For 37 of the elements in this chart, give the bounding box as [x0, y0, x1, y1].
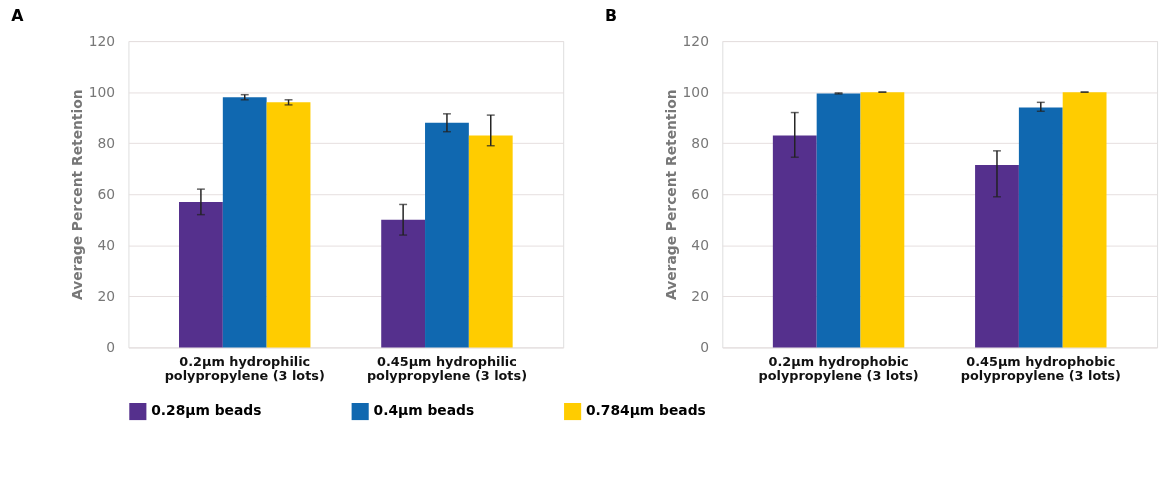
bar [1018, 107, 1063, 348]
y-tick-label: 40 [691, 236, 709, 253]
bar [772, 135, 817, 348]
y-axis-title: Average Percent Retention [68, 89, 85, 301]
bar [1062, 92, 1107, 348]
y-tick-label: 0 [700, 338, 709, 355]
legend-label: 0.784µm beads [585, 402, 706, 419]
chart-title: A [11, 6, 25, 26]
y-tick-label: 80 [97, 134, 116, 151]
x-tick-label: 0.2µm hydrophobic polypropylene (3 lots) [758, 353, 919, 384]
legend-label: 0.28µm beads [151, 402, 262, 419]
y-tick-label: 40 [97, 236, 116, 253]
y-tick-label: 60 [97, 185, 116, 202]
y-tick-label: 20 [691, 287, 709, 304]
y-axis-title: Average Percent Retention [662, 89, 679, 301]
y-tick-label: 60 [691, 185, 709, 202]
y-tick-label: 0 [106, 338, 116, 355]
chart-title: B [605, 6, 618, 26]
y-tick-label: 80 [691, 134, 709, 151]
bar [975, 164, 1019, 348]
y-tick-label: 100 [682, 83, 709, 100]
bar [222, 97, 267, 348]
x-tick-label: 0.45µm hydrophilic polypropylene (3 lots) [366, 353, 528, 384]
x-tick-label: 0.45µm hydrophobic polypropylene (3 lots) [960, 353, 1121, 384]
x-tick-label: 0.2µm hydrophilic polypropylene (3 lots) [164, 353, 325, 384]
bar [266, 102, 311, 348]
bar [179, 201, 223, 348]
bar [816, 93, 861, 348]
bar [468, 135, 513, 348]
legend-label: 0.4µm beads [373, 402, 475, 419]
bar [425, 122, 469, 348]
bar [860, 92, 905, 348]
y-tick-label: 20 [97, 287, 116, 304]
y-tick-label: 120 [88, 32, 116, 49]
bar [381, 219, 426, 348]
y-tick-label: 120 [682, 32, 709, 49]
y-tick-label: 100 [88, 83, 116, 100]
